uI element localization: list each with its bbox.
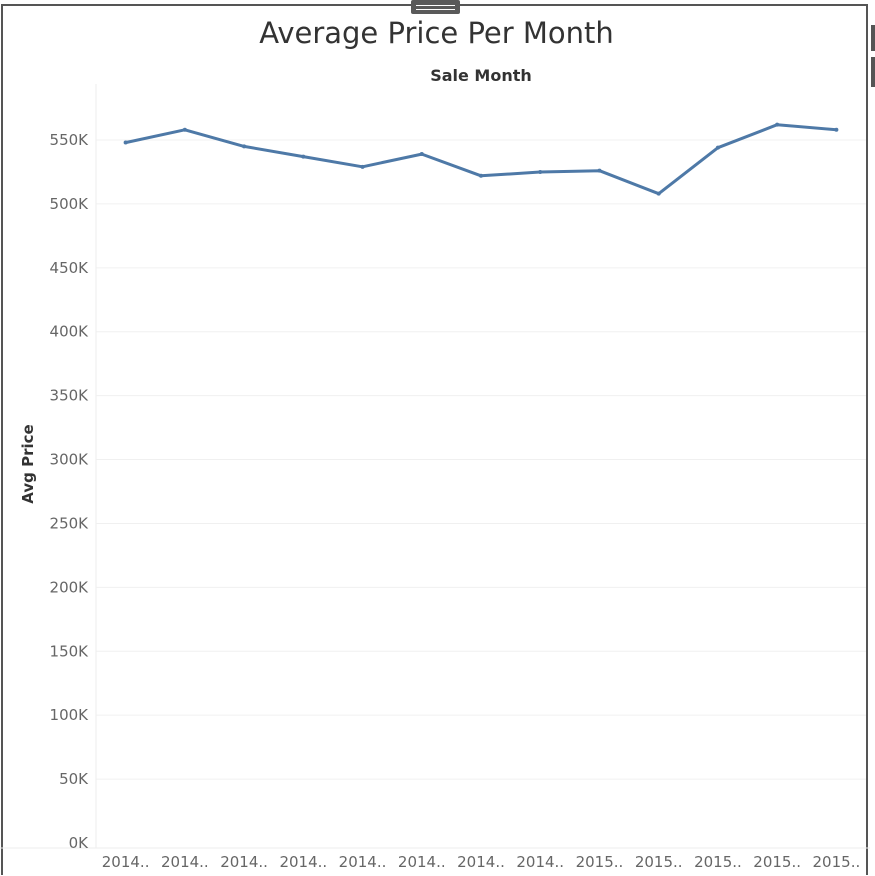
y-tick-label: 150K [50,642,90,660]
x-tick-label: 2014.. [516,853,564,871]
y-axis-ticks: 0K 50K 100K 150K 200K 250K 300K 350K 400K 450K 500… [50,131,90,852]
data-point[interactable] [775,122,780,127]
y-tick-label: 250K [50,514,90,532]
y-tick-label: 450K [50,259,90,277]
x-tick-label: 2014.. [161,853,209,871]
side-handle-icon[interactable] [871,57,875,87]
data-point[interactable] [834,127,839,132]
data-point[interactable] [242,144,247,149]
y-tick-label: 350K [50,387,90,405]
data-point[interactable] [597,168,602,173]
x-tick-label: 2015.. [635,853,683,871]
side-handle-icon[interactable] [871,25,875,51]
y-tick-label: 0K [69,834,90,852]
y-tick-label: 300K [50,451,90,469]
x-tick-label: 2014.. [339,853,387,871]
y-tick-label: 200K [50,578,90,596]
data-point[interactable] [123,140,128,145]
x-tick-label: 2014.. [398,853,446,871]
x-tick-label: 2014.. [457,853,505,871]
data-point[interactable] [538,169,543,174]
y-tick-label: 500K [50,195,90,213]
series-layer [123,122,839,196]
x-tick-label: 2014.. [102,853,150,871]
data-point[interactable] [360,164,365,169]
data-point[interactable] [656,191,661,196]
data-point[interactable] [301,154,306,159]
x-axis-ticks: 2014.. 2014.. 2014.. 2014.. 2014.. 2014.. 2014… [102,853,860,871]
x-tick-label: 2015.. [753,853,801,871]
gridlines [0,84,870,849]
y-tick-label: 100K [50,706,90,724]
y-tick-label: 550K [50,131,90,149]
x-tick-label: 2014.. [220,853,268,871]
x-tick-label: 2015.. [576,853,624,871]
x-tick-label: 2014.. [279,853,327,871]
x-tick-label: 2015.. [694,853,742,871]
data-point[interactable] [715,145,720,150]
x-tick-label: 2015.. [813,853,861,871]
x-axis-title: Sale Month [430,66,532,85]
data-point[interactable] [419,152,424,157]
y-tick-label: 400K [50,323,90,341]
series-line[interactable] [125,123,837,196]
y-tick-label: 50K [59,770,89,788]
data-point[interactable] [182,127,187,132]
data-point[interactable] [479,173,483,178]
drag-handle-icon[interactable] [411,0,460,14]
chart-title: Average Price Per Month [259,16,614,50]
